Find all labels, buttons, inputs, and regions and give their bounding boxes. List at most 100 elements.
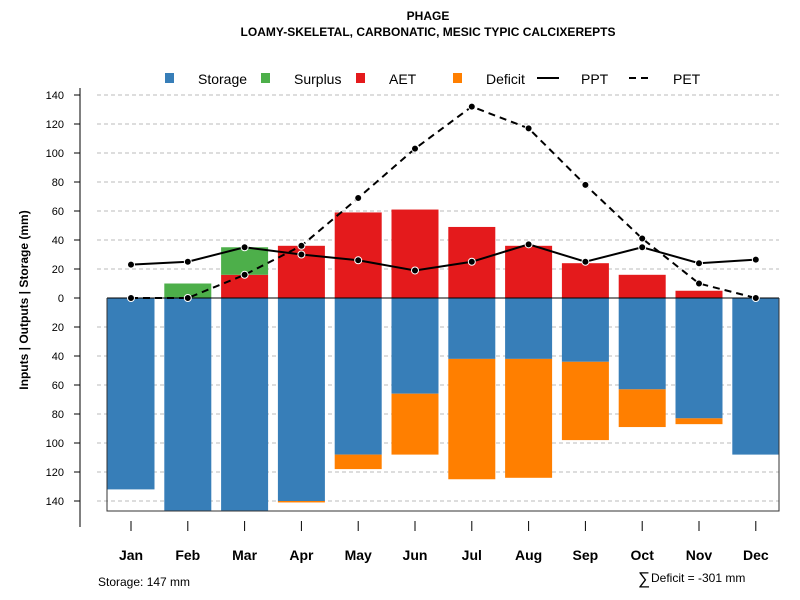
x-tick-label: Jul [462, 547, 482, 563]
point-ppt [695, 259, 703, 268]
point-ppt [581, 257, 590, 266]
bar-aet [618, 274, 666, 298]
bar-aet [505, 245, 553, 298]
bar-storage [107, 298, 155, 490]
y-tick-label: 80 [52, 409, 64, 421]
x-tick-label: May [345, 547, 372, 563]
y-tick-label: 20 [52, 264, 64, 276]
storage-annotation: Storage: 147 mm [98, 575, 190, 589]
point-pet [467, 102, 476, 111]
point-ppt [411, 266, 419, 275]
bar-storage [221, 298, 269, 512]
bar-aet [221, 274, 269, 298]
point-ppt [524, 240, 533, 249]
bar-storage [505, 298, 553, 359]
bar-aet [391, 209, 439, 298]
y-tick-label: 100 [46, 148, 64, 160]
x-tick-label: Mar [232, 547, 257, 563]
x-tick-label: Dec [743, 547, 769, 563]
plot-frame [106, 298, 780, 512]
bar-storage [164, 298, 212, 512]
bar-deficit [675, 418, 723, 425]
y-tick-label: 60 [52, 206, 64, 218]
point-pet [354, 193, 363, 202]
bar-deficit [277, 501, 325, 503]
point-ppt [751, 255, 760, 264]
y-tick-label: 40 [52, 235, 64, 247]
legend-label-pet: PET [673, 71, 701, 87]
x-tick-label: Nov [686, 547, 713, 563]
y-tick-label: 60 [52, 380, 64, 392]
bar-deficit [334, 454, 382, 470]
y-tick-label: 140 [46, 90, 64, 102]
bar-deficit [618, 389, 666, 428]
bar-deficit [391, 393, 439, 455]
x-tick-label: Feb [175, 547, 200, 563]
point-ppt [127, 260, 135, 269]
point-ppt [297, 250, 306, 259]
legend-swatch-deficit [453, 73, 462, 83]
bar-aet [334, 212, 382, 298]
bar-storage [561, 298, 609, 362]
point-pet [183, 294, 192, 302]
point-ppt [183, 257, 192, 266]
point-pet [524, 124, 533, 133]
x-tick-label: Jun [403, 547, 428, 563]
y-tick-label: 120 [46, 467, 64, 479]
x-tick-label: Oct [631, 547, 655, 563]
y-tick-label: 0 [58, 293, 64, 305]
y-axis-label: Inputs | Outputs | Storage (mm) [17, 210, 31, 389]
legend-label-storage: Storage [198, 71, 247, 87]
point-pet [411, 144, 419, 153]
bar-storage [448, 298, 496, 359]
deficit-annotation: Deficit = -301 mm [651, 571, 745, 585]
bar-surplus [164, 283, 212, 298]
bar-storage [391, 298, 439, 394]
legend-label-aet: AET [389, 71, 417, 87]
chart-subtitle: LOAMY-SKELETAL, CARBONATIC, MESIC TYPIC … [241, 25, 616, 39]
legend-label-surplus: Surplus [294, 71, 341, 87]
y-tick-label: 80 [52, 177, 64, 189]
point-ppt [354, 256, 363, 265]
legend-swatch-surplus [261, 73, 270, 83]
bar-storage [618, 298, 666, 390]
point-ppt [467, 257, 476, 266]
x-tick-label: Apr [289, 547, 314, 563]
legend-swatch-aet [356, 73, 365, 83]
legend-label-ppt: PPT [581, 71, 609, 87]
point-pet [127, 294, 135, 302]
y-tick-label: 140 [46, 496, 64, 508]
point-pet [638, 234, 647, 243]
y-tick-label: 20 [52, 322, 64, 334]
point-pet [695, 279, 703, 288]
legend-label-deficit: Deficit [486, 71, 525, 87]
y-tick-label: 100 [46, 438, 64, 450]
x-tick-label: Jan [119, 547, 143, 563]
x-tick-label: Sep [573, 547, 599, 563]
bar-aet [675, 290, 723, 298]
sum-symbol: ∑ [638, 569, 650, 588]
bar-deficit [505, 358, 553, 478]
line-ppt [130, 243, 756, 272]
bar-deficit [448, 358, 496, 480]
y-tick-label: 120 [46, 119, 64, 131]
bar-storage [675, 298, 723, 419]
legend-swatch-storage [165, 73, 174, 83]
y-tick-label: 40 [52, 351, 64, 363]
point-pet [751, 294, 760, 302]
bar-storage [732, 298, 780, 455]
point-pet [240, 270, 249, 279]
x-tick-label: Aug [515, 547, 542, 563]
line-pet [131, 105, 757, 299]
point-ppt [240, 243, 249, 252]
chart-title: PHAGE [407, 9, 450, 23]
bar-storage [334, 298, 382, 455]
bar-aet [561, 263, 609, 298]
point-pet [581, 180, 590, 189]
point-ppt [638, 243, 647, 252]
bar-deficit [561, 361, 609, 441]
bar-storage [277, 298, 325, 501]
point-pet [297, 241, 306, 250]
